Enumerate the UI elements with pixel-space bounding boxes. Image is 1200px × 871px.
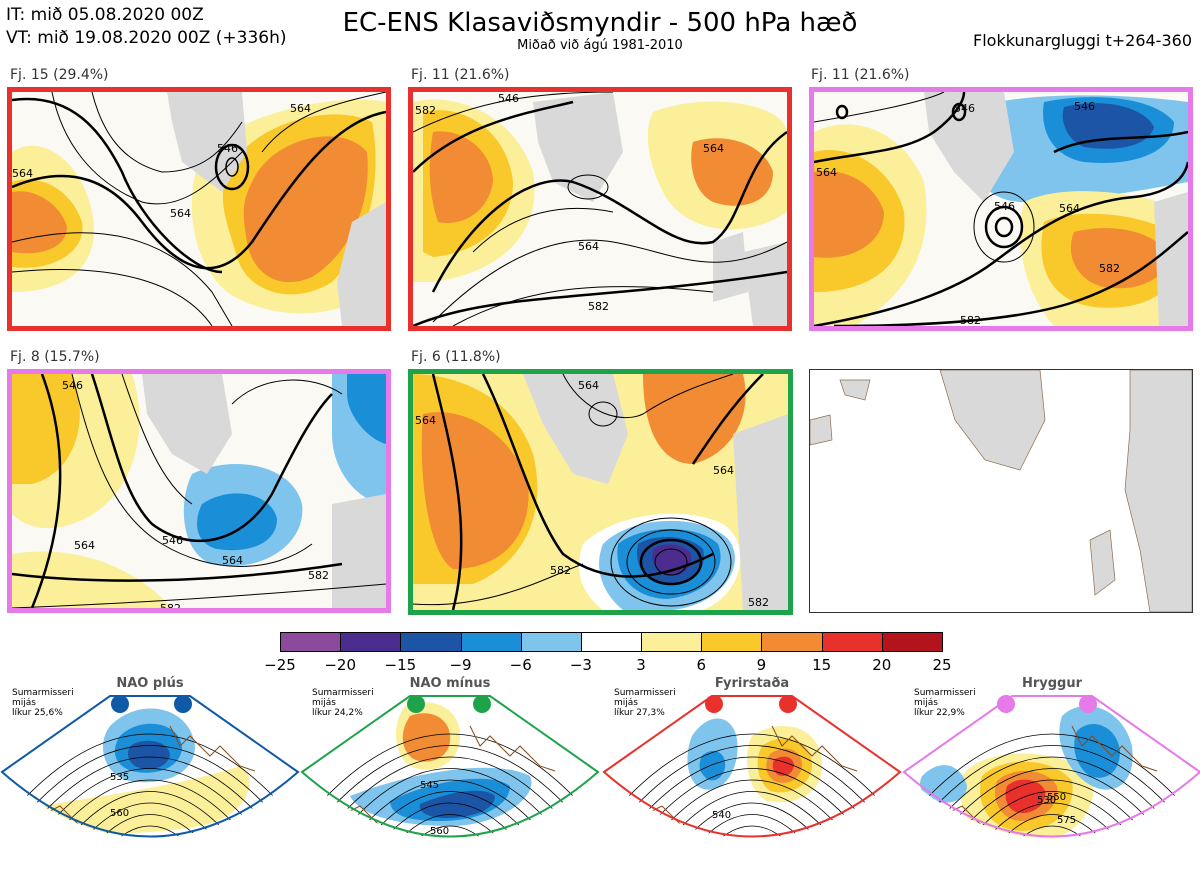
- regime-contour-label: 575: [440, 849, 459, 860]
- colorbar-tick-label: 25: [932, 656, 952, 674]
- colorbar-tick-label: 9: [756, 656, 767, 674]
- regime-contour-label: 575: [1057, 815, 1076, 826]
- contour-label: 564: [222, 554, 243, 567]
- classification-window: Flokkunargluggi t+264-360: [973, 31, 1192, 50]
- colorbar-tick-label: 20: [872, 656, 892, 674]
- regime-panel: 540560575FyrirstaðaSumarmisserimijáslíku…: [602, 676, 902, 871]
- regime-panel: 530 550 575 Hryggur Sumarmisseri mijás líkur 2…: [902, 676, 1200, 871]
- regime-name: Fyrirstaða: [714, 676, 790, 691]
- contour-label: 564: [703, 142, 724, 155]
- regime-contour-label: 540: [712, 810, 731, 821]
- cluster-map-2: 582 546 564 564 582: [408, 87, 792, 331]
- cluster-label: Fj. 15 (29.4%): [10, 67, 109, 83]
- contour-label: 546: [1074, 100, 1095, 113]
- contour-label: 564: [290, 102, 311, 115]
- regime-contour-label: 560: [110, 808, 129, 819]
- colorbar-segment: [340, 632, 402, 652]
- regime-marker: [473, 695, 491, 713]
- cluster-map-3: 546 546 564 546 564 582 582: [809, 87, 1193, 331]
- contour-label: 546: [498, 92, 519, 105]
- regime-contour-label: 560: [430, 826, 449, 837]
- contour-label: 564: [12, 167, 33, 180]
- regime-contour-label: 535: [110, 772, 129, 783]
- contour-label: 564: [170, 207, 191, 220]
- colorbar-segment: [280, 632, 342, 652]
- cluster-map-1: 564 564 546 564: [7, 87, 391, 331]
- regime-panel: 535 560 NAO plús Sumarmisseri mijás líkur 25,…: [0, 676, 300, 871]
- contour-label: 564: [1059, 202, 1080, 215]
- colorbar-segment: [641, 632, 703, 652]
- cluster-map-5: 564 564 564 582 582: [408, 369, 793, 615]
- initial-time: IT: mið 05.08.2020 00Z: [6, 5, 204, 25]
- contour-label: 582: [748, 596, 769, 609]
- contour-label: 546: [954, 102, 975, 115]
- cluster-label: Fj. 8 (15.7%): [10, 349, 100, 365]
- contour-label: 546: [994, 200, 1015, 213]
- contour-label: 546: [162, 534, 183, 547]
- contour-label: 582: [960, 314, 981, 326]
- colorbar-tick-label: −9: [449, 656, 472, 674]
- contour-label: 582: [415, 104, 436, 117]
- cluster-label: Fj. 6 (11.8%): [411, 349, 501, 365]
- regime-contour-label: 530: [1037, 795, 1056, 806]
- regime-marker: [111, 695, 129, 713]
- regime-contour-label: 560: [742, 845, 761, 856]
- colorbar-tick-label: −3: [569, 656, 592, 674]
- regime-marker: [1079, 695, 1097, 713]
- contour-label: 564: [578, 240, 599, 253]
- base-map: [809, 369, 1193, 613]
- page-title: EC-ENS Klasaviðsmyndir - 500 hPa hæð: [342, 8, 858, 38]
- regime-marker: [997, 695, 1015, 713]
- contour-label: 582: [550, 564, 571, 577]
- colorbar-segment: [701, 632, 763, 652]
- contour-label: 564: [415, 414, 436, 427]
- regime-marker: [705, 695, 723, 713]
- colorbar-segment: [821, 632, 883, 652]
- regime-contour-label: 545: [420, 780, 439, 791]
- regime-note: Sumarmisseri mijás líkur 27,3%: [614, 688, 676, 718]
- contour-label: 546: [62, 379, 83, 392]
- contour-label: 564: [713, 464, 734, 477]
- contour-label: 582: [588, 300, 609, 313]
- colorbar-tick-label: 15: [812, 656, 832, 674]
- regime-note: Sumarmisseri mijás líkur 22,9%: [914, 688, 976, 718]
- regime-note: Sumarmisseri mijás líkur 25,6%: [12, 688, 74, 718]
- contour-label: 546: [217, 142, 238, 155]
- contour-label: 564: [578, 379, 599, 392]
- colorbar-segment: [580, 632, 643, 652]
- regime-panel: 545 560 575 NAO mínus Sumarmisseri mijás líkur…: [300, 676, 600, 871]
- colorbar-segment: [460, 632, 522, 652]
- page-subtitle: Miðað við ágú 1981-2010: [517, 38, 683, 53]
- colorbar-tick-label: 3: [636, 656, 646, 674]
- cluster-label: Fj. 11 (21.6%): [811, 67, 910, 83]
- contour-label: 582: [1099, 262, 1120, 275]
- header-times: IT: mið 05.08.2020 00Z VT: mið 19.08.202…: [6, 4, 287, 50]
- colorbar-tick-label: −20: [324, 656, 356, 674]
- regime-name: Hryggur: [1021, 676, 1083, 691]
- anomaly-colorbar: [280, 632, 943, 652]
- regime-marker: [174, 695, 192, 713]
- contour-label: 582: [308, 569, 329, 582]
- colorbar-tick-label: 6: [696, 656, 707, 674]
- contour-label: 564: [74, 539, 95, 552]
- colorbar-segment: [520, 632, 582, 652]
- colorbar-segment: [761, 632, 823, 652]
- colorbar-tick-label: −15: [384, 656, 417, 674]
- regime-marker: [779, 695, 797, 713]
- regime-contour-label: 550: [1047, 792, 1066, 803]
- regime-note: Sumarmisseri mijás líkur 24,2%: [312, 688, 374, 718]
- contour-label: 564: [816, 166, 837, 179]
- cluster-label: Fj. 11 (21.6%): [411, 67, 510, 83]
- regime-name: NAO plús: [116, 676, 184, 691]
- colorbar-tick-label: −25: [264, 656, 296, 674]
- colorbar-segment: [881, 632, 943, 652]
- contour-label: 582: [160, 602, 181, 608]
- cluster-map-4: 546 564 546 564 582 582: [7, 369, 391, 613]
- regime-name: NAO mínus: [409, 676, 491, 691]
- regime-marker: [407, 695, 425, 713]
- colorbar-tick-label: −6: [509, 656, 532, 674]
- colorbar-segment: [400, 632, 462, 652]
- valid-time: VT: mið 19.08.2020 00Z (+336h): [6, 28, 287, 48]
